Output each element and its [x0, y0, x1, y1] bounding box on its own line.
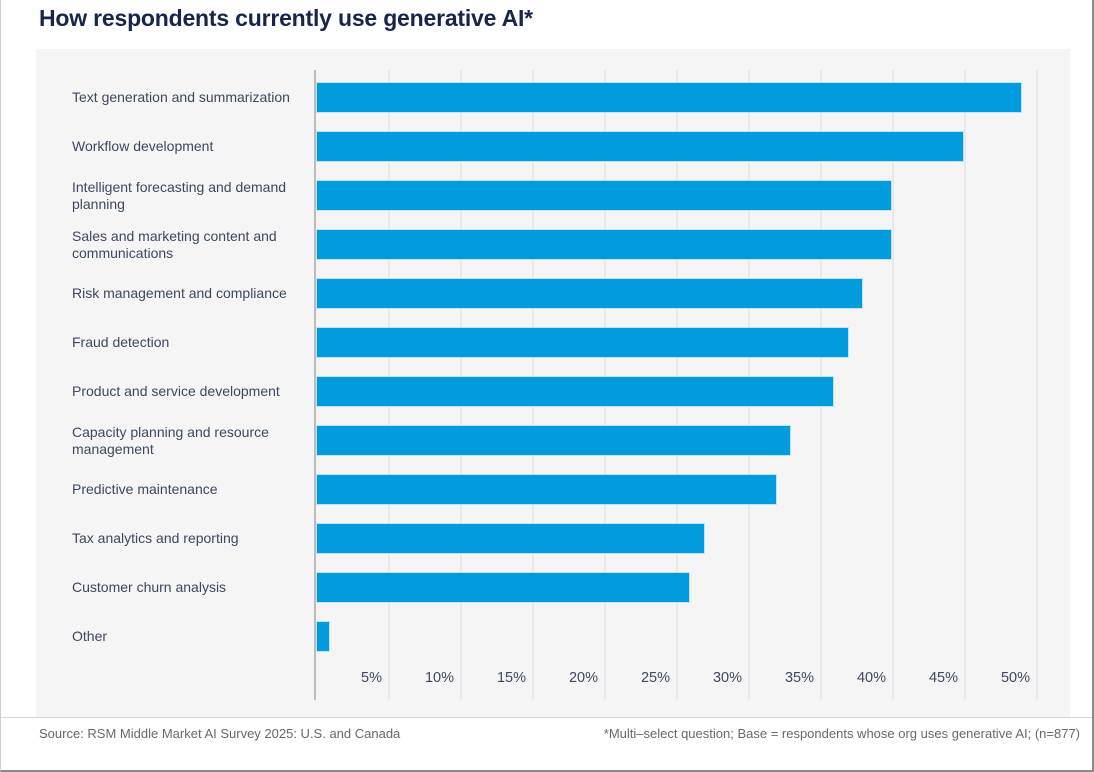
- chart-plot-area: Text generation and summarization Workflo…: [36, 70, 1070, 700]
- chart-row: Other: [36, 612, 1070, 661]
- bar: [316, 621, 331, 652]
- x-axis-tick-label: 35%: [784, 670, 814, 686]
- bar: [316, 572, 691, 603]
- bar: [316, 82, 1022, 113]
- chart-row: Workflow development: [36, 122, 1070, 171]
- x-axis-tick-label: 45%: [928, 670, 958, 686]
- chart-rows: Text generation and summarization Workflo…: [36, 73, 1070, 661]
- bar: [316, 474, 777, 505]
- chart-row: Capacity planning and resource managemen…: [36, 416, 1070, 465]
- footer-source-text: Source: RSM Middle Market AI Survey 2025…: [39, 726, 401, 741]
- chart-row: Risk management and compliance: [36, 269, 1070, 318]
- x-axis-tick-label: 25%: [640, 670, 670, 686]
- gridline: [964, 70, 966, 700]
- category-label: Customer churn analysis: [72, 579, 227, 595]
- category-label: Predictive maintenance: [72, 481, 218, 497]
- footer-note-text: *Multi–select question; Base = responden…: [603, 726, 1080, 741]
- chart-row: Customer churn analysis: [36, 563, 1070, 612]
- chart-row: Product and service development: [36, 367, 1070, 416]
- chart-row: Tax analytics and reporting: [36, 514, 1070, 563]
- chart-row: Predictive maintenance: [36, 465, 1070, 514]
- category-label: Product and service development: [72, 383, 280, 399]
- x-axis-tick-label: 30%: [712, 670, 742, 686]
- bar: [316, 180, 892, 211]
- x-axis-tick-label: 50%: [1000, 670, 1030, 686]
- x-axis-tick-label: 5%: [361, 670, 382, 686]
- category-label: Other: [72, 628, 108, 644]
- y-axis-baseline: [314, 70, 316, 700]
- category-label: Sales and marketing content and communic…: [72, 227, 277, 261]
- bar: [316, 229, 892, 260]
- bar: [316, 376, 835, 407]
- bar: [316, 327, 849, 358]
- x-axis-tick-label: 15%: [496, 670, 526, 686]
- gridline: [892, 70, 894, 700]
- bar: [316, 131, 964, 162]
- category-label: Workflow development: [72, 138, 214, 154]
- x-axis-tick-label: 20%: [568, 670, 598, 686]
- gridline: [1036, 70, 1038, 700]
- chart-title: How respondents currently use generative…: [39, 5, 533, 31]
- chart-row: Intelligent forecasting and demand plann…: [36, 171, 1070, 220]
- category-label: Capacity planning and resource managemen…: [72, 423, 269, 457]
- chart-row: Fraud detection: [36, 318, 1070, 367]
- chart-panel: Text generation and summarization Workflo…: [36, 49, 1070, 717]
- chart-row: Sales and marketing content and communic…: [36, 220, 1070, 269]
- x-axis-tick-label: 40%: [856, 670, 886, 686]
- bar: [316, 425, 792, 456]
- category-label: Text generation and summarization: [72, 89, 290, 105]
- chart-row: Text generation and summarization: [36, 73, 1070, 122]
- bar: [316, 523, 705, 554]
- category-label: Intelligent forecasting and demand plann…: [72, 178, 287, 212]
- category-label: Fraud detection: [72, 334, 170, 350]
- bar: [316, 278, 864, 309]
- category-label: Risk management and compliance: [72, 285, 287, 301]
- x-axis-tick-label: 10%: [424, 670, 454, 686]
- footer-divider: [1, 717, 1092, 718]
- category-label: Tax analytics and reporting: [72, 530, 239, 546]
